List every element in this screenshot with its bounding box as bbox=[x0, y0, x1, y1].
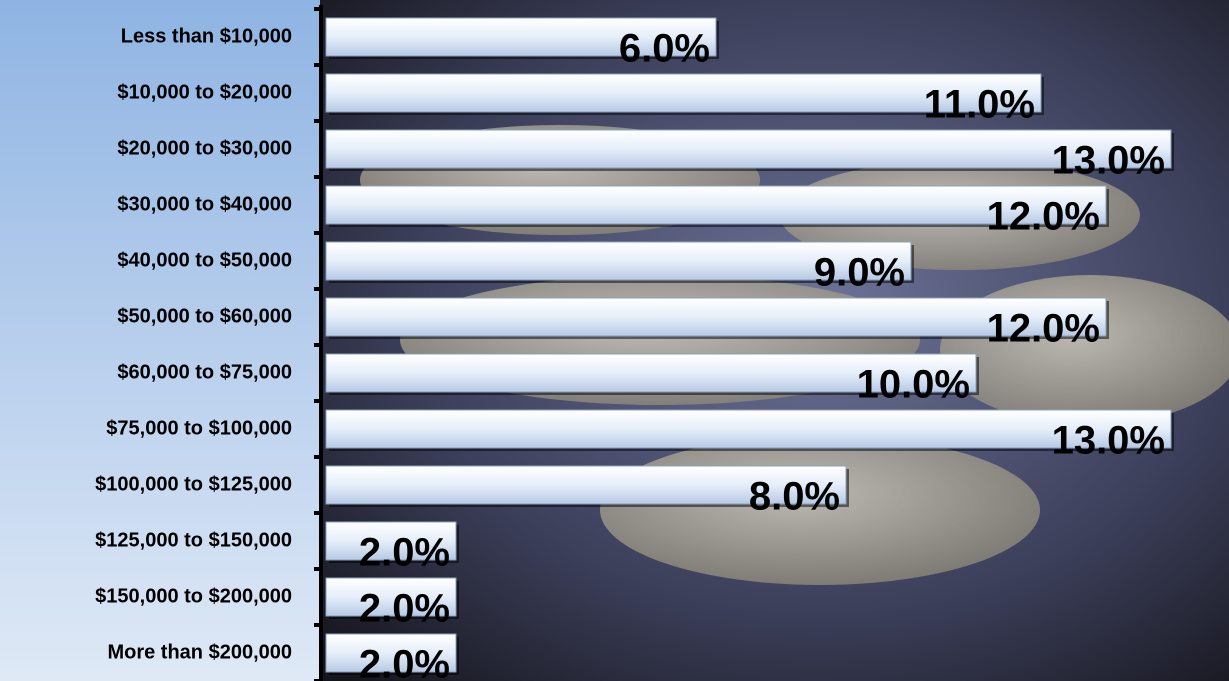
bar bbox=[325, 297, 1107, 337]
category-label: $50,000 to $60,000 bbox=[117, 305, 292, 327]
value-label: 2.0% bbox=[359, 531, 450, 575]
value-label: 9.0% bbox=[814, 251, 905, 295]
category-label: More than $200,000 bbox=[107, 641, 292, 663]
bar bbox=[325, 185, 1107, 225]
value-label: 6.0% bbox=[619, 27, 710, 71]
value-label: 13.0% bbox=[1052, 139, 1165, 183]
value-label: 13.0% bbox=[1052, 419, 1165, 463]
value-label: 8.0% bbox=[749, 475, 840, 519]
bar bbox=[325, 633, 457, 673]
category-label: $10,000 to $20,000 bbox=[117, 81, 292, 103]
category-label: Less than $10,000 bbox=[121, 25, 292, 47]
category-label: $100,000 to $125,000 bbox=[95, 473, 292, 495]
bar bbox=[325, 577, 457, 617]
category-label: $30,000 to $40,000 bbox=[117, 193, 292, 215]
bar bbox=[325, 465, 847, 505]
bar bbox=[325, 409, 1172, 449]
category-label: $60,000 to $75,000 bbox=[117, 361, 292, 383]
label-panel bbox=[0, 0, 320, 681]
value-label: 2.0% bbox=[359, 587, 450, 631]
bar bbox=[325, 73, 1042, 113]
category-label: $20,000 to $30,000 bbox=[117, 137, 292, 159]
bar bbox=[325, 129, 1172, 169]
value-label: 11.0% bbox=[924, 83, 1035, 127]
plot: Less than $10,000 6.0% $10,000 to $20,000 1… bbox=[95, 7, 1174, 681]
value-label: 12.0% bbox=[987, 195, 1100, 239]
category-label: $75,000 to $100,000 bbox=[106, 417, 292, 439]
category-label: $125,000 to $150,000 bbox=[95, 529, 292, 551]
bar bbox=[325, 17, 717, 57]
bar bbox=[325, 353, 977, 393]
category-label: $40,000 to $50,000 bbox=[117, 249, 292, 271]
category-label: $150,000 to $200,000 bbox=[95, 585, 292, 607]
bar bbox=[325, 241, 912, 281]
value-label: 12.0% bbox=[987, 307, 1100, 351]
bar bbox=[325, 521, 457, 561]
value-label: 2.0% bbox=[359, 643, 450, 681]
value-label: 10.0% bbox=[857, 363, 970, 407]
